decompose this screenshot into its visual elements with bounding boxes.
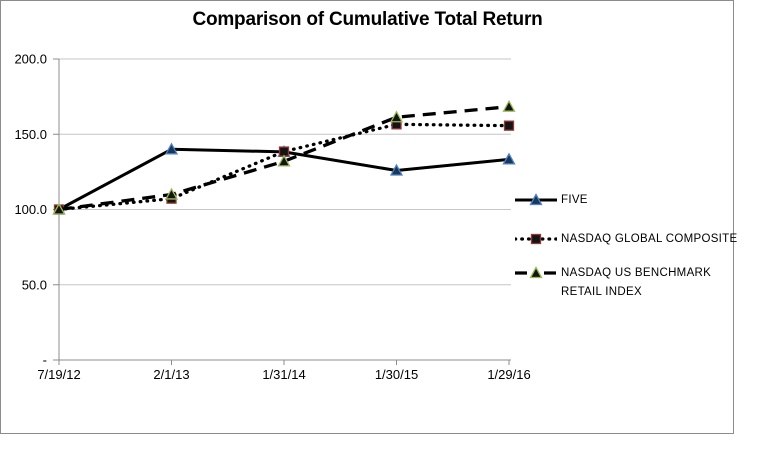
series-line-nasdaq-global-composite bbox=[57, 122, 511, 212]
legend-marker-icon bbox=[529, 266, 543, 279]
data-point-marker bbox=[277, 154, 291, 167]
legend-label-line: RETAIL INDEX bbox=[561, 286, 642, 298]
x-tick-label: 1/31/14 bbox=[262, 367, 305, 382]
legend-label-line: NASDAQ GLOBAL COMPOSITE bbox=[561, 233, 738, 245]
chart-title: Comparison of Cumulative Total Return bbox=[192, 9, 543, 30]
x-tick-label: 1/29/16 bbox=[487, 367, 530, 382]
data-point-marker bbox=[52, 202, 66, 215]
series-line-nasdaq-us-benchmark-retail-index bbox=[58, 105, 510, 212]
data-point-marker bbox=[164, 187, 179, 200]
legend-marker-icon bbox=[530, 233, 542, 245]
x-tick-label: 7/19/12 bbox=[37, 367, 80, 382]
y-tick-label: 100.0 bbox=[14, 202, 47, 217]
plot-area: - 50.0 100.0 150.0 200.0 7/19/12 2/1/13 1/31/14… bbox=[14, 52, 530, 383]
legend-marker-icon bbox=[529, 193, 543, 206]
legend-label: NASDAQ US BENCHMARK RETAIL INDEX bbox=[561, 264, 711, 302]
y-tick-label: 200.0 bbox=[14, 52, 47, 67]
x-tick-label: 2/1/13 bbox=[153, 367, 189, 382]
data-point-marker bbox=[164, 142, 179, 155]
data-point-marker bbox=[502, 152, 516, 165]
legend-item: NASDAQ GLOBAL COMPOSITE bbox=[515, 230, 737, 249]
legend-label: FIVE bbox=[561, 191, 588, 210]
legend-label: NASDAQ GLOBAL COMPOSITE bbox=[561, 230, 737, 249]
legend-item: NASDAQ US BENCHMARK RETAIL INDEX bbox=[515, 264, 711, 302]
legend-label-line: FIVE bbox=[561, 194, 588, 206]
legend-label-line: NASDAQ US BENCHMARK bbox=[561, 267, 712, 279]
legend-sample-line bbox=[515, 193, 557, 206]
data-point-marker bbox=[389, 163, 404, 176]
chart-frame: Comparison of Cumulative Total Return - 5… bbox=[0, 0, 737, 434]
data-point-marker bbox=[502, 99, 516, 112]
data-point-marker bbox=[503, 120, 515, 131]
y-tick-label: - bbox=[43, 353, 47, 368]
x-tick-label: 1/30/15 bbox=[375, 367, 418, 382]
legend-item: FIVE bbox=[515, 191, 588, 210]
data-point-marker bbox=[389, 110, 404, 123]
legend-sample-line bbox=[515, 233, 557, 245]
y-tick-label: 50.0 bbox=[22, 277, 47, 292]
y-tick-label: 150.0 bbox=[14, 127, 47, 142]
legend-sample-line bbox=[515, 266, 557, 279]
